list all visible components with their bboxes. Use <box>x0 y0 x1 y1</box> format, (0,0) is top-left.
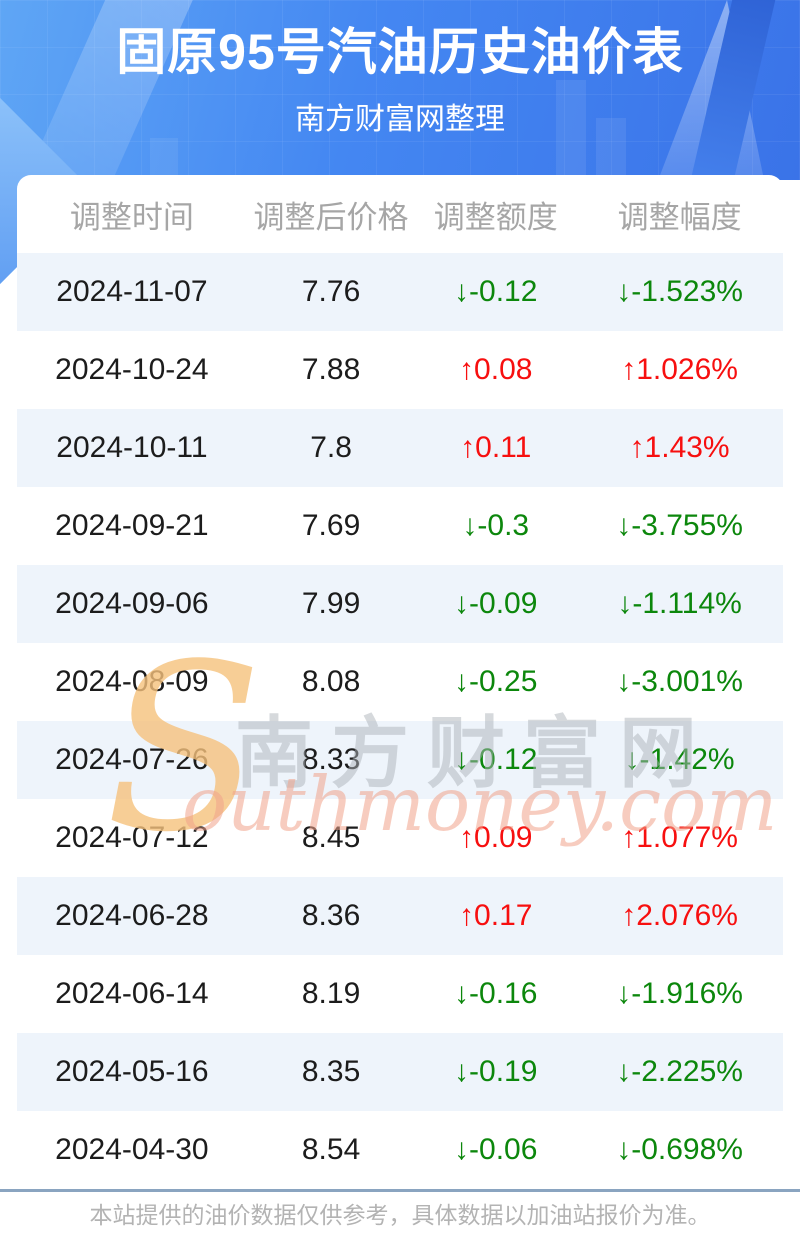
cell-pct: ↓-1.114% <box>617 587 742 620</box>
cell-change: ↓-0.16 <box>454 977 538 1010</box>
footer-divider <box>0 1189 800 1192</box>
cell-pct: ↓-0.698% <box>616 1133 743 1166</box>
cell-price: 7.88 <box>301 353 361 386</box>
col-header-pct: 调整幅度 <box>617 199 742 235</box>
grid-pattern-decoration <box>0 0 800 180</box>
cell-price: 7.76 <box>301 275 361 308</box>
cell-date: 2024-09-21 <box>55 509 209 542</box>
faint-bar-decoration <box>150 138 178 180</box>
table-row: 2024-04-30 8.54 ↓-0.06 ↓-0.698% <box>17 1111 783 1189</box>
cell-change: ↑0.11 <box>460 431 532 464</box>
cell-pct: ↓-3.001% <box>616 665 743 698</box>
faint-bar-decoration <box>596 118 626 180</box>
table-row: 2024-11-07 7.76 ↓-0.12 ↓-1.523% <box>17 253 783 331</box>
cell-change: ↑0.08 <box>459 353 533 386</box>
table-row: 2024-10-11 7.8 ↑0.11 ↑1.43% <box>17 409 783 487</box>
cell-price: 7.8 <box>310 431 352 464</box>
table-row: 2024-09-21 7.69 ↓-0.3 ↓-3.755% <box>17 487 783 565</box>
price-table-body: 2024-11-07 7.76 ↓-0.12 ↓-1.523% 2024-10-24 7.… <box>17 253 783 1189</box>
table-row: 2024-06-14 8.19 ↓-0.16 ↓-1.916% <box>17 955 783 1033</box>
col-header-change: 调整额度 <box>433 199 558 235</box>
footer: 本站提供的油价数据仅供参考，具体数据以加油站报价为准。 <box>0 1189 800 1229</box>
cell-date: 2024-11-07 <box>56 275 208 308</box>
table-row: 2024-07-12 8.45 ↑0.09 ↑1.077% <box>17 799 783 877</box>
cell-change: ↓-0.25 <box>454 665 538 698</box>
cell-pct: ↓-1.916% <box>616 977 743 1010</box>
table-row: 2024-05-16 8.35 ↓-0.19 ↓-2.225% <box>17 1033 783 1111</box>
cell-price: 8.35 <box>301 1055 361 1088</box>
cell-date: 2024-06-28 <box>55 899 209 932</box>
cell-date: 2024-08-09 <box>55 665 209 698</box>
cell-change: ↑0.09 <box>459 821 533 854</box>
table-header-row: 调整时间 调整后价格 调整额度 调整幅度 <box>17 175 783 253</box>
hero-banner: 固原95号汽油历史油价表 南方财富网整理 <box>0 0 800 309</box>
table-row: 2024-08-09 8.08 ↓-0.25 ↓-3.001% <box>17 643 783 721</box>
page-title: 固原95号汽油历史油价表 <box>116 24 684 80</box>
cell-pct: ↓-3.755% <box>616 509 743 542</box>
table-row: 2024-06-28 8.36 ↑0.17 ↑2.076% <box>17 877 783 955</box>
cell-date: 2024-07-12 <box>55 821 209 854</box>
cell-date: 2024-05-16 <box>55 1055 209 1088</box>
cell-change: ↑0.17 <box>459 899 533 932</box>
cell-change: ↓-0.12 <box>454 743 538 776</box>
cell-change: ↓-0.3 <box>462 509 530 542</box>
cell-date: 2024-09-06 <box>55 587 209 620</box>
cell-date: 2024-10-11 <box>56 431 208 464</box>
table-row: 2024-07-26 8.33 ↓-0.12 ↓-1.42% <box>17 721 783 799</box>
cell-change: ↓-0.06 <box>454 1133 538 1166</box>
table-row: 2024-10-24 7.88 ↑0.08 ↑1.026% <box>17 331 783 409</box>
price-table-panel: 调整时间 调整后价格 调整额度 调整幅度 2024-11-07 7.76 ↓-0.1… <box>17 175 783 1189</box>
cell-change: ↓-0.19 <box>454 1055 538 1088</box>
cell-date: 2024-07-26 <box>55 743 209 776</box>
price-table: 调整时间 调整后价格 调整额度 调整幅度 2024-11-07 7.76 ↓-0.1… <box>17 175 783 1189</box>
cell-pct: ↓-1.523% <box>616 275 743 308</box>
cell-price: 8.08 <box>301 665 361 698</box>
cell-price: 7.99 <box>301 587 361 620</box>
cell-price: 8.36 <box>301 899 361 932</box>
cell-date: 2024-10-24 <box>55 353 209 386</box>
cell-pct: ↓-1.42% <box>624 743 735 776</box>
cell-pct: ↑1.026% <box>621 353 738 386</box>
cell-change: ↓-0.12 <box>454 275 538 308</box>
cell-price: 8.54 <box>301 1133 361 1166</box>
faint-bar-decoration <box>556 80 586 180</box>
cell-price: 7.69 <box>301 509 361 542</box>
cell-price: 8.33 <box>301 743 361 776</box>
cell-price: 8.45 <box>301 821 361 854</box>
cell-date: 2024-04-30 <box>55 1133 209 1166</box>
cell-pct: ↑2.076% <box>621 899 738 932</box>
col-header-date: 调整时间 <box>69 199 194 235</box>
cell-change: ↓-0.09 <box>454 587 538 620</box>
footer-note: 本站提供的油价数据仅供参考，具体数据以加油站报价为准。 <box>89 1202 711 1228</box>
col-header-price: 调整后价格 <box>253 199 409 235</box>
cell-price: 8.19 <box>301 977 361 1010</box>
table-row: 2024-09-06 7.99 ↓-0.09 ↓-1.114% <box>17 565 783 643</box>
cell-pct: ↓-2.225% <box>616 1055 743 1088</box>
cell-pct: ↑1.077% <box>621 821 738 854</box>
cell-pct: ↑1.43% <box>629 431 730 464</box>
cell-date: 2024-06-14 <box>55 977 209 1010</box>
page-subtitle: 南方财富网整理 <box>295 103 505 136</box>
